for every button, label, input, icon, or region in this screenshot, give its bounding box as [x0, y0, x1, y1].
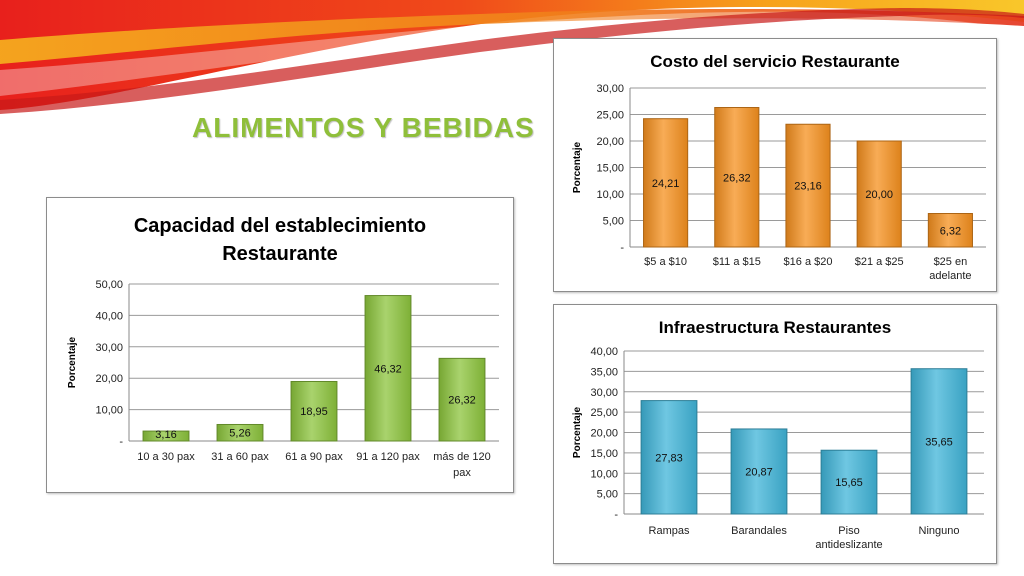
chart-title: Infraestructura Restaurantes: [659, 318, 891, 337]
data-label: 6,32: [940, 225, 961, 237]
y-axis-label: Porcentaje: [572, 406, 583, 458]
data-label: 20,00: [865, 189, 893, 201]
y-tick-label: 5,00: [603, 216, 624, 228]
data-label: 23,16: [794, 181, 822, 193]
y-tick-label: 25,00: [590, 407, 618, 419]
y-tick-label: 35,00: [590, 366, 618, 378]
bar: [216, 423, 264, 442]
y-tick-label: 20,00: [95, 373, 123, 385]
y-axis-label: Porcentaje: [572, 141, 583, 193]
x-tick-label: Barandales: [731, 525, 787, 537]
bar: [714, 107, 760, 248]
x-tick-label: más de 120: [433, 451, 490, 463]
bar: [730, 428, 788, 515]
y-tick-label: 20,00: [590, 428, 618, 440]
y-tick-label: -: [614, 509, 618, 521]
bar: [856, 140, 902, 248]
x-tick-label: $11 a $15: [713, 256, 761, 268]
y-tick-label: -: [119, 436, 123, 448]
x-tick-label: 61 a 90 pax: [285, 451, 343, 463]
y-tick-label: 30,00: [596, 83, 624, 95]
x-tick-label: pax: [453, 467, 471, 479]
y-tick-label: 25,00: [596, 110, 624, 122]
x-tick-label: 31 a 60 pax: [211, 451, 269, 463]
x-tick-label: 91 a 120 pax: [356, 451, 420, 463]
y-tick-label: 30,00: [95, 342, 123, 354]
data-label: 20,87: [745, 466, 773, 478]
y-axis-label: Porcentaje: [67, 336, 78, 388]
bar: [910, 368, 968, 515]
bar: [785, 123, 831, 248]
y-tick-label: 15,00: [590, 448, 618, 460]
y-tick-label: 40,00: [95, 310, 123, 322]
y-tick-label: 30,00: [590, 387, 618, 399]
bar: [364, 295, 412, 442]
y-tick-label: 40,00: [590, 346, 618, 358]
bar: [640, 400, 698, 515]
data-label: 27,83: [655, 452, 683, 464]
chart-capacidad: Capacidad del establecimiento Restaurante…: [46, 197, 514, 493]
bar: [438, 357, 486, 442]
bar: [142, 430, 190, 442]
y-tick-label: 10,00: [596, 189, 624, 201]
y-tick-label: 5,00: [597, 489, 618, 501]
chart-title: Capacidad del establecimiento: [134, 215, 426, 237]
x-tick-label: Piso: [838, 525, 859, 537]
x-tick-label: Ninguno: [919, 525, 960, 537]
x-tick-label: $21 a $25: [855, 256, 904, 268]
bar: [643, 118, 689, 248]
chart-title: Restaurante: [222, 243, 338, 265]
x-tick-label: $16 a $20: [784, 256, 833, 268]
decorative-swoosh: [0, 0, 1024, 114]
x-tick-label: 10 a 30 pax: [137, 451, 195, 463]
chart-costo-svg: Costo del servicio Restaurante - 5,00 10,00…: [572, 52, 986, 282]
data-label: 5,26: [229, 428, 250, 440]
x-tick-label: $25 en: [934, 256, 968, 268]
bar: [820, 449, 878, 515]
data-label: 3,16: [155, 429, 176, 441]
data-label: 26,32: [448, 395, 476, 407]
data-label: 15,65: [835, 477, 863, 489]
bar: [290, 380, 338, 442]
chart-capacidad-svg: Capacidad del establecimiento Restaurante…: [67, 215, 499, 479]
data-label: 46,32: [374, 363, 402, 375]
y-tick-label: 10,00: [590, 468, 618, 480]
data-label: 24,21: [652, 178, 680, 190]
y-tick-label: 50,00: [95, 279, 123, 291]
chart-costo: Costo del servicio Restaurante - 5,00 10,00…: [553, 38, 997, 292]
x-tick-label: $5 a $10: [644, 256, 687, 268]
data-label: 26,32: [723, 172, 751, 184]
chart-title: Costo del servicio Restaurante: [650, 52, 899, 71]
y-tick-label: 10,00: [95, 405, 123, 417]
x-tick-label: adelante: [929, 270, 971, 282]
y-tick-label: 20,00: [596, 136, 624, 148]
chart-infraestructura-svg: Infraestructura Restaurantes - 5,00 10,00 15…: [572, 318, 984, 551]
x-tick-label: antideslizante: [815, 539, 882, 551]
chart-infraestructura: Infraestructura Restaurantes - 5,00 10,00 15…: [553, 304, 997, 564]
bar: [927, 213, 973, 248]
x-tick-label: Rampas: [649, 525, 690, 537]
data-label: 35,65: [925, 436, 953, 448]
data-label: 18,95: [300, 406, 328, 418]
y-tick-label: -: [620, 242, 624, 254]
slide-title: ALIMENTOS Y BEBIDAS: [192, 112, 535, 143]
y-tick-label: 15,00: [596, 163, 624, 175]
